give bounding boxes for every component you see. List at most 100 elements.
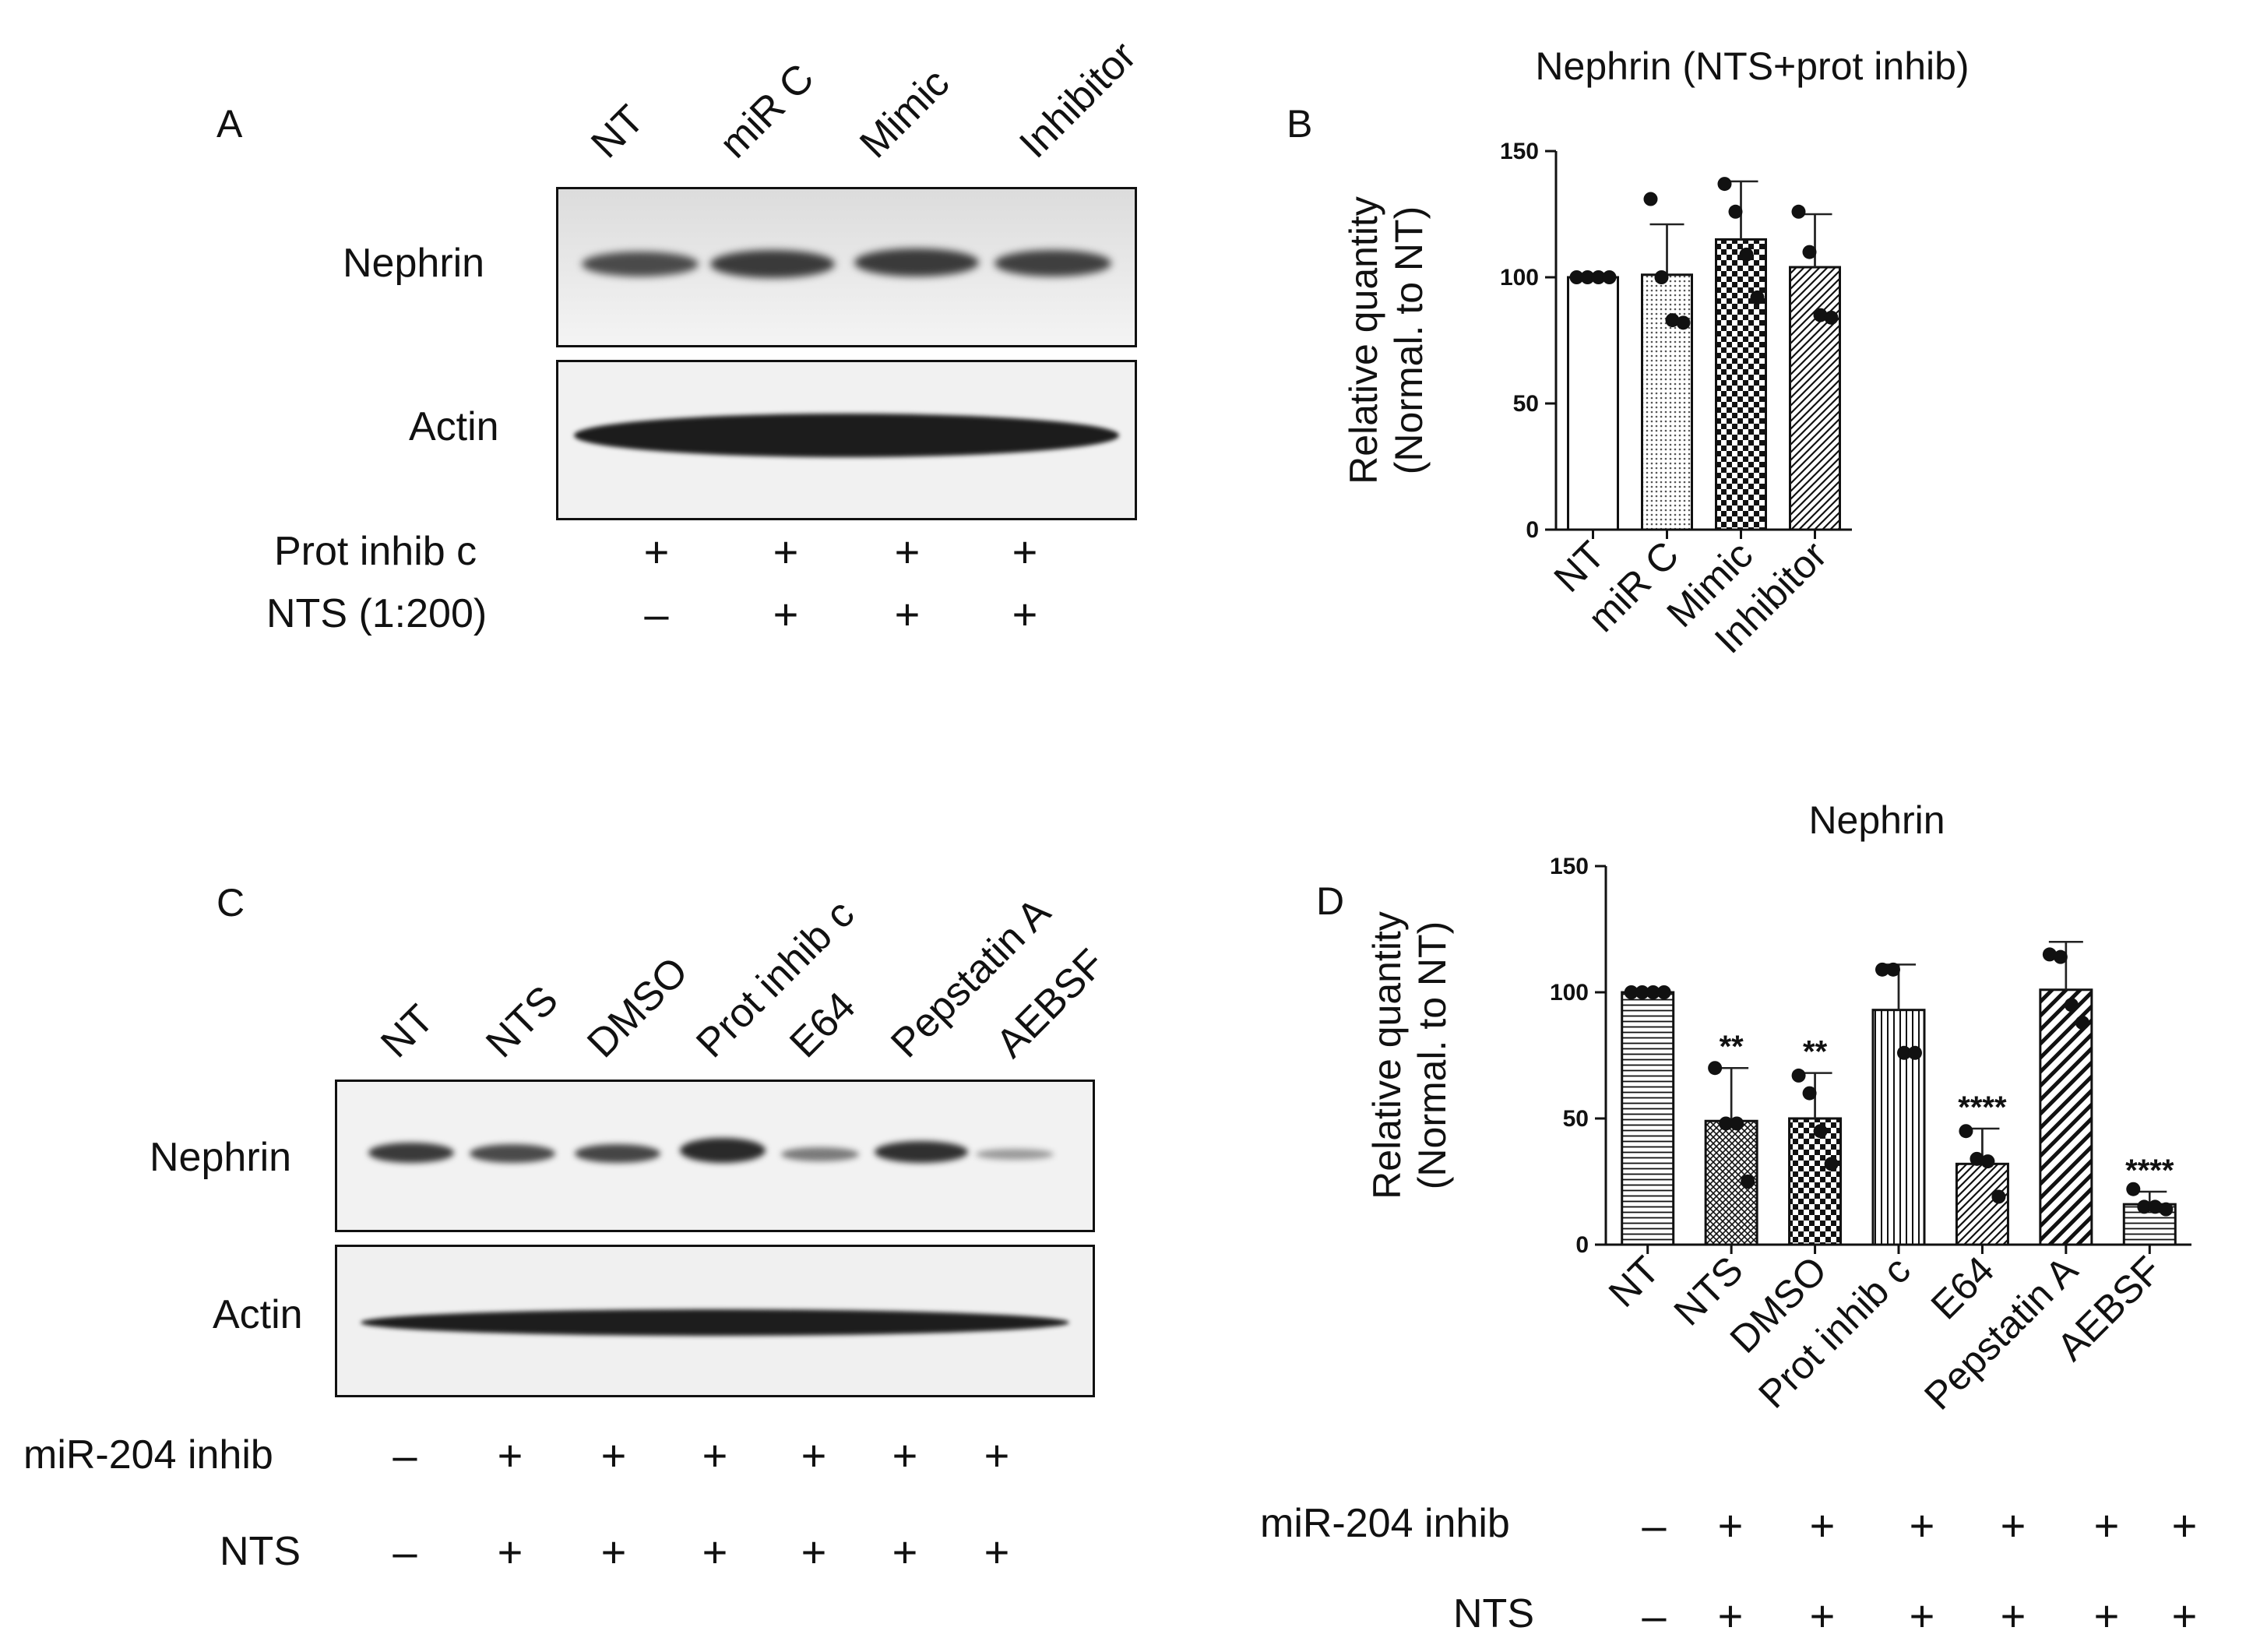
panel-d-sign: + [1809,1591,1836,1640]
data-point [1643,192,1658,206]
panel-c-lane-label: DMSO [579,948,697,1067]
bar [1871,1009,1926,1246]
panel-d-sign: + [1809,1501,1836,1550]
panel-c-condition-label-2: NTS [220,1529,301,1574]
band [368,1143,454,1163]
data-point [2042,947,2057,962]
bar [1789,266,1841,531]
significance-label: **** [2125,1154,2174,1188]
data-point [1656,985,1671,999]
bar [1955,1162,2009,1246]
band [875,1141,968,1163]
data-point [1970,1151,1984,1166]
panel-c-lane-label: E64 [781,983,864,1067]
panel-a-sign: – [644,590,669,639]
panel-c-sign: + [892,1431,918,1480]
panel-c-sign: + [497,1431,523,1480]
panel-a-sign: + [643,527,670,576]
bar [1567,276,1619,531]
panel-c-sign: + [984,1431,1010,1480]
panel-d-condition-label-2: NTS [1453,1591,1534,1636]
band [976,1149,1054,1160]
data-point [1980,1154,1995,1169]
panel-a-lane-label: Inhibitor [1011,33,1146,167]
panel-c-lane-label: NT [372,996,443,1067]
panel-c-sign: + [801,1527,827,1576]
panel-a-sign: + [894,527,921,576]
panel-a-sign: + [773,527,799,576]
data-point [1624,985,1639,999]
data-point [1730,1116,1744,1131]
data-point [1959,1124,1973,1139]
y-tick-label: 100 [1500,265,1539,291]
panel-d-sign: + [1717,1501,1744,1550]
band [710,250,835,278]
panel-a-sign: + [1012,527,1038,576]
data-point [2137,1199,2152,1214]
data-point [1824,1157,1839,1171]
data-point [1750,290,1765,305]
data-point [1708,1061,1723,1076]
panel-c-sign: + [801,1431,827,1480]
panel-d-sign: + [2171,1591,2198,1640]
data-point [1676,315,1691,330]
data-point [2126,1182,2141,1196]
data-point [1897,1045,1911,1060]
y-tick-label: 50 [1513,391,1539,417]
panel-d-sign: + [1909,1501,1935,1550]
y-tick-label: 50 [1563,1106,1589,1132]
panel-d-sign: + [2000,1591,2026,1640]
panel-c-sign: + [702,1431,728,1480]
panel-a-condition-label-2: NTS (1:200) [266,591,488,636]
chart-title: Nephrin (NTS+prot inhib) [1535,44,1969,88]
band [680,1138,766,1163]
panel-c-sign: – [393,1431,417,1480]
panel-c-sign: + [702,1527,728,1576]
blot-a-row-label-actin: Actin [409,404,499,449]
blot-c-row-label-actin: Actin [213,1292,303,1337]
panel-c-condition-label-1: miR-204 inhib [23,1432,273,1478]
data-point [1728,204,1743,219]
chart-title: Nephrin [1808,798,1945,842]
panel-c-sign: + [892,1527,918,1576]
data-point [1991,1189,2006,1204]
data-point [1654,270,1669,284]
data-point [2053,949,2068,964]
data-point [1646,985,1660,999]
band [582,252,699,277]
data-point [1580,270,1595,284]
panel-a-lane-label: Mimic [851,60,959,167]
x-tick-label: NT [1600,1248,1668,1316]
panel-a-sign: + [1012,590,1038,639]
blot-a-row-label-nephrin: Nephrin [343,241,485,286]
bar [1788,1117,1843,1246]
panel-a-lane-label: NT [583,97,653,167]
panel-c-sign: + [600,1431,627,1480]
y-tick-label: 150 [1500,139,1539,164]
panel-c-sign: + [600,1527,627,1576]
panel-a-sign: + [894,590,921,639]
data-point [1602,270,1617,284]
data-point [2159,1202,2174,1217]
panel-d-sign: – [1642,1591,1667,1640]
y-axis-label-line: Relative quantity [1365,911,1409,1199]
panel-d-sign: + [1909,1591,1935,1640]
y-axis-label: Relative quantity(Normal. to NT) [1365,911,1454,1199]
data-point [1813,308,1828,322]
data-point [1635,985,1649,999]
y-tick-label: 0 [1526,517,1539,543]
chart-d: Nephrin Relative quantity(Normal. to NT) 0… [1365,798,2191,1418]
data-point [1802,1086,1817,1101]
panel-d-sign: – [1642,1501,1667,1550]
band [574,414,1119,457]
panel-d-letter: D [1316,879,1345,923]
panel-d-sign: + [1717,1591,1744,1640]
blot-c-row-label-nephrin: Nephrin [150,1135,292,1180]
bar [1715,238,1767,531]
panel-d-sign: + [2093,1591,2120,1640]
significance-label: ** [1720,1030,1744,1064]
y-tick-label: 100 [1550,980,1589,1006]
data-point [1813,1124,1828,1139]
bar [1641,273,1693,531]
